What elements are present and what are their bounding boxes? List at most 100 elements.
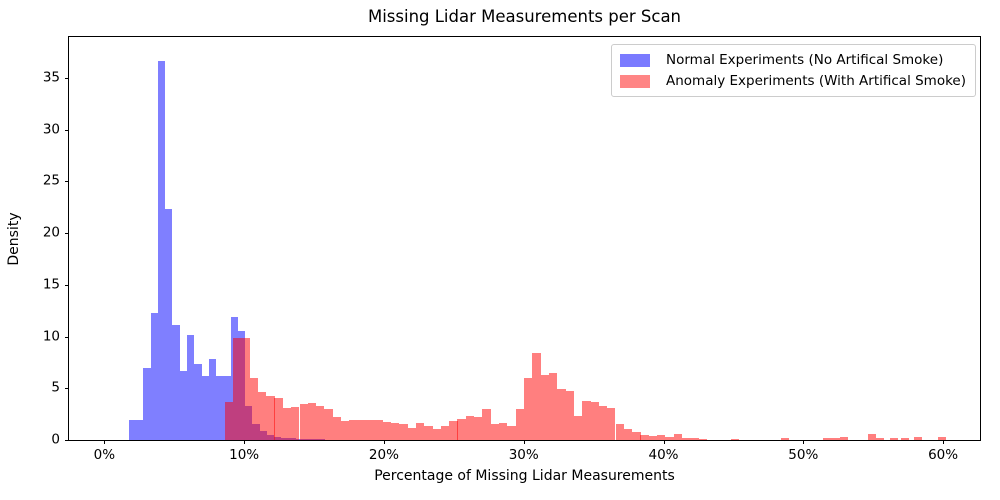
x-tick-mark [244,440,246,444]
histogram-bar-anomaly [440,425,450,440]
x-tick-label: 30% [508,447,539,463]
histogram-bar-normal [201,375,209,440]
x-tick-label: 0% [93,447,116,463]
histogram-bar-anomaly [640,434,649,440]
histogram-bar-anomaly [332,417,342,440]
histogram-bar-normal [172,325,180,440]
y-tick-mark [65,129,69,131]
histogram-bar-anomaly [257,392,267,440]
histogram-bar-anomaly [632,432,641,440]
histogram-bar-normal [143,367,151,440]
histogram-bar-anomaly [698,438,708,440]
histogram-bar-anomaly [457,419,466,440]
histogram-bar-anomaly [590,401,599,440]
histogram-bar-anomaly [291,406,300,440]
histogram-bar-anomaly [913,437,923,440]
x-tick-mark [663,440,665,444]
histogram-bar-anomaly [499,423,508,440]
histogram-bar-anomaly [341,421,350,440]
histogram-bar-anomaly [682,437,691,440]
histogram-bar-anomaly [875,438,885,440]
x-tick-label: 40% [648,447,679,463]
histogram-bar-anomaly [598,405,608,440]
y-tick-label: 35 [42,69,60,86]
histogram-bar-anomaly [266,395,275,440]
histogram-bar-anomaly [582,400,591,440]
x-tick-mark [104,440,106,444]
histogram-bar-anomaly [407,427,416,440]
histogram-bar-normal [157,61,166,440]
histogram-bar-anomaly [780,438,790,440]
histogram-bar-anomaly [532,353,541,440]
x-tick-mark [803,440,805,444]
y-axis-label: Density [6,212,22,266]
histogram-bar-anomaly [901,437,910,440]
histogram-bar-normal [186,335,195,440]
legend-item-anomaly: Anomaly Experiments (With Artifical Smok… [620,73,966,89]
histogram-bar-anomaly [690,438,699,440]
histogram-bar-normal [216,375,224,440]
y-tick-mark [65,77,69,79]
histogram-bar-normal [136,420,144,440]
y-tick-label: 20 [42,224,60,241]
histogram-bar-normal [194,364,202,440]
histogram-bar-anomaly [665,437,674,440]
y-tick-mark [65,181,69,183]
histogram-bar-anomaly [648,435,658,440]
y-tick-label: 30 [42,121,60,138]
histogram-bar-anomaly [366,419,375,440]
histogram-bar-anomaly [615,424,624,440]
x-tick-label: 10% [229,447,260,463]
x-tick-label: 50% [788,447,819,463]
histogram-bar-anomaly [889,437,899,440]
histogram-bar-anomaly [324,408,333,440]
histogram-bar-anomaly [867,434,876,440]
x-tick-label: 60% [928,447,959,463]
histogram-bar-anomaly [657,434,666,440]
histogram-bar-anomaly [232,337,242,440]
histogram-bar-anomaly [349,420,358,440]
histogram-bar-anomaly [274,397,283,440]
histogram-bar-anomaly [557,389,566,440]
x-tick-mark [383,440,385,444]
histogram-bar-anomaly [730,438,739,440]
histogram-bar-anomaly [316,405,325,440]
histogram-bar-anomaly [374,420,383,440]
y-tick-mark [65,233,69,234]
histogram-bar-anomaly [482,408,491,440]
histogram-bar-anomaly [565,391,574,440]
y-tick-label: 5 [51,379,60,396]
histogram-bar-anomaly [474,417,483,440]
histogram-bar-anomaly [249,377,258,440]
histogram-bar-normal [128,420,137,440]
legend: Normal Experiments (No Artifical Smoke) … [611,44,976,97]
x-tick-mark [523,440,525,444]
histogram-bar-anomaly [822,437,832,440]
histogram-bar-anomaly [515,408,525,440]
histogram-bar-anomaly [673,433,683,440]
histogram-bar-anomaly [382,422,391,440]
y-tick-label: 15 [42,276,60,293]
legend-item-normal: Normal Experiments (No Artifical Smoke) [620,52,966,68]
y-tick-mark [65,336,69,338]
y-tick-label: 25 [42,172,60,189]
chart-title: Missing Lidar Measurements per Scan [367,7,682,26]
histogram-bar-anomaly [424,425,433,440]
histogram-bar-anomaly [224,401,233,440]
histogram-bar-anomaly [449,421,458,440]
x-tick-label: 20% [368,447,399,463]
histogram-bar-anomaly [490,424,500,440]
histogram-bar-anomaly [839,437,848,440]
x-axis-label: Percentage of Missing Lidar Measurements [374,468,675,484]
histogram-bar-anomaly [623,428,633,440]
histogram-bar-normal [208,359,217,440]
histogram-bar-anomaly [831,437,840,440]
histogram-bar-anomaly [465,416,475,440]
histogram-bar-anomaly [357,419,366,440]
histogram-bar-anomaly [399,424,408,440]
y-tick-label: 10 [42,328,60,345]
histogram-bar-normal [165,209,173,440]
histogram-bar-anomaly [390,423,400,440]
histogram-bar-anomaly [549,372,558,440]
